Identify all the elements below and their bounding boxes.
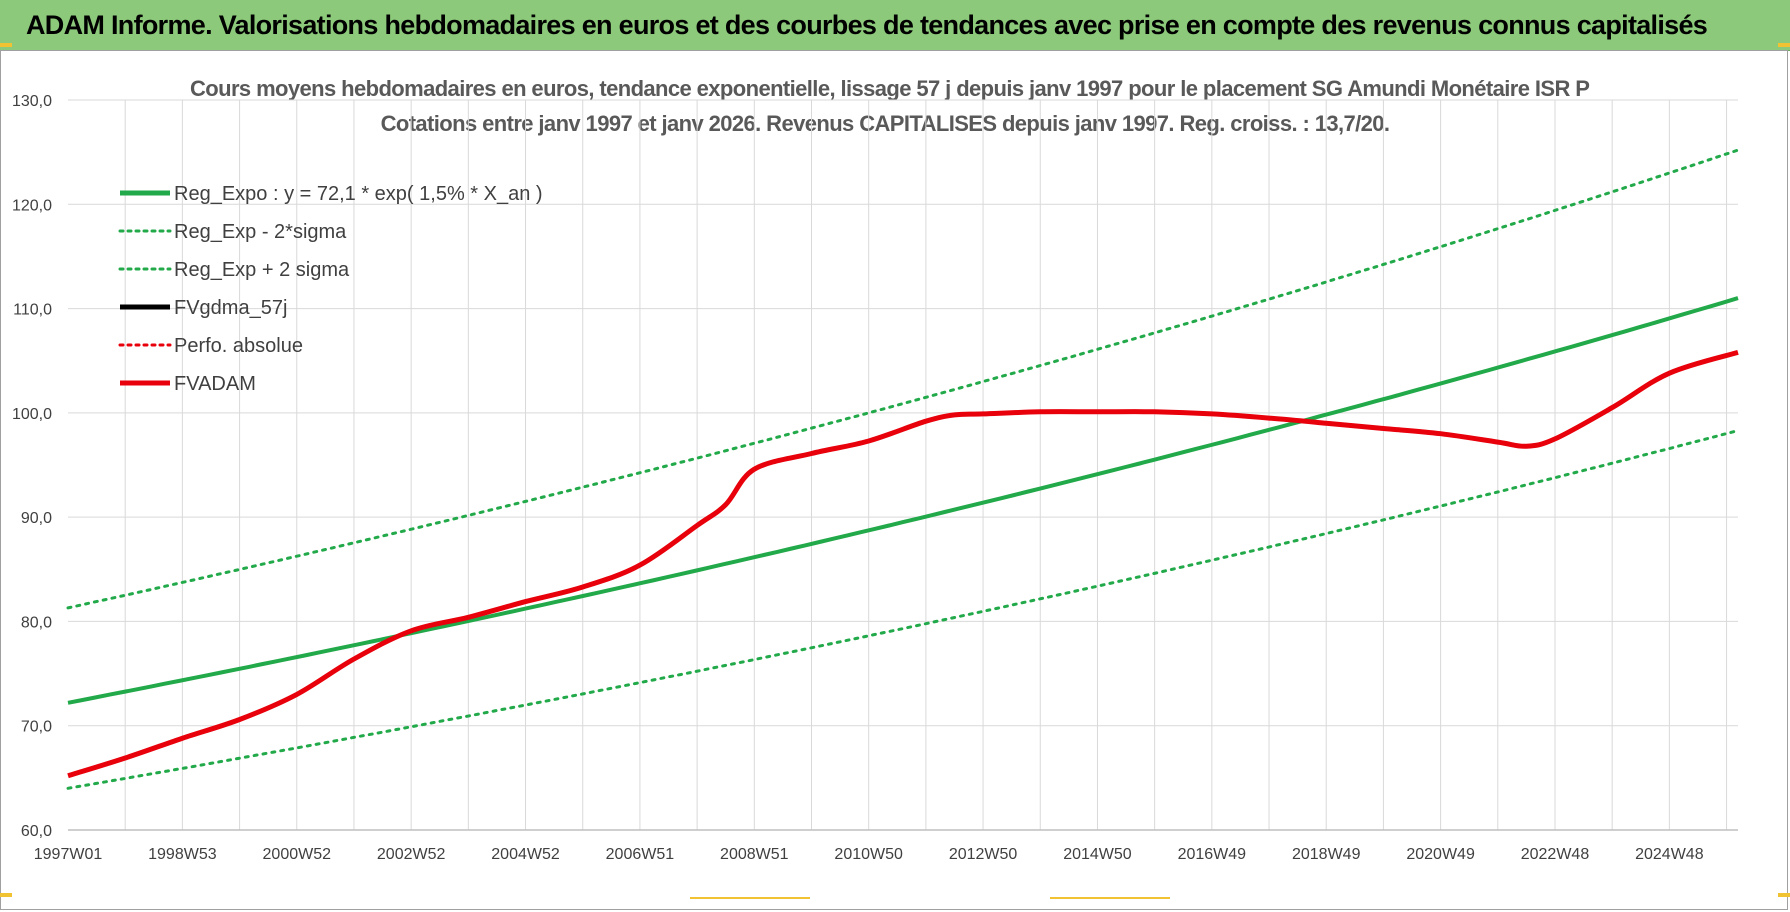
- chart-title: Cours moyens hebdomadaires en euros, ten…: [190, 76, 1590, 101]
- chart-subtitle: Cotations entre janv 1997 et janv 2026. …: [380, 111, 1390, 136]
- bottom-accent-1: [690, 897, 810, 899]
- corner-accent-top-right: [1778, 43, 1790, 47]
- corner-accent-bottom-right: [1778, 893, 1790, 897]
- header-banner: ADAM Informe. Valorisations hebdomadaire…: [0, 0, 1790, 51]
- bottom-accent-2: [1050, 897, 1170, 899]
- chart-frame: [0, 50, 1788, 910]
- banner-title: ADAM Informe. Valorisations hebdomadaire…: [26, 10, 1708, 40]
- corner-accent-top-left: [0, 43, 12, 47]
- corner-accent-bottom-left: [0, 893, 12, 897]
